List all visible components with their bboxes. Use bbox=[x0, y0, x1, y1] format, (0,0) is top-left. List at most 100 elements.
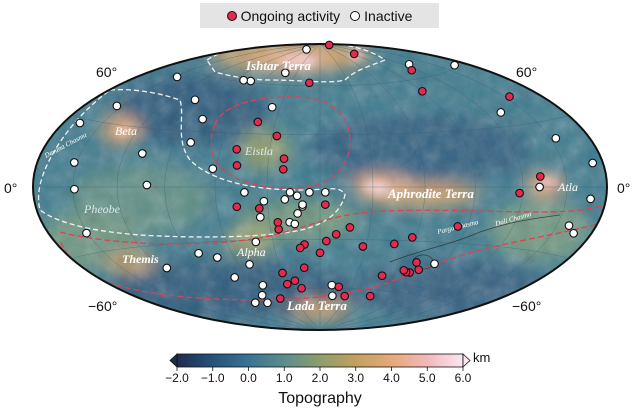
ongoing-marker bbox=[254, 204, 264, 213]
graticule-meridian bbox=[319, 44, 568, 330]
label-themis: Themis bbox=[122, 252, 159, 266]
ishtar-outline bbox=[206, 44, 387, 83]
inactive-marker-icon bbox=[350, 10, 361, 21]
ongoing-marker bbox=[345, 223, 355, 232]
graticule-meridian bbox=[116, 44, 321, 330]
inactive-marker bbox=[230, 273, 240, 282]
graticule-meridian bbox=[319, 44, 374, 330]
inactive-marker bbox=[535, 182, 544, 192]
ongoing-marker bbox=[399, 265, 409, 275]
inactive-marker bbox=[245, 260, 254, 269]
ongoing-marker bbox=[299, 263, 309, 273]
legend: Ongoing activity Inactive bbox=[200, 3, 439, 28]
ongoing-marker bbox=[290, 276, 300, 286]
ongoing-marker bbox=[321, 236, 331, 246]
inactive-marker bbox=[112, 101, 122, 111]
graticule-meridian bbox=[319, 44, 476, 330]
ongoing-marker bbox=[274, 224, 284, 234]
inactive-marker bbox=[263, 298, 272, 308]
inactive-marker bbox=[137, 149, 147, 158]
ongoing-marker bbox=[282, 279, 292, 289]
inactive-marker bbox=[250, 298, 260, 308]
legend-inactive-label: Inactive bbox=[364, 7, 413, 24]
inactive-marker bbox=[142, 180, 152, 190]
colorbar-tick-label: 2.0 bbox=[311, 371, 329, 385]
inactive-marker bbox=[292, 191, 302, 201]
colorbar-tick-label: 4.0 bbox=[383, 371, 400, 385]
colorbar-tick-label: −2.0 bbox=[165, 371, 189, 385]
colorbar-unit: km bbox=[473, 350, 491, 365]
inactive-marker bbox=[212, 253, 222, 262]
inactive-marker bbox=[82, 228, 91, 238]
inactive-marker bbox=[75, 118, 85, 128]
ongoing-marker bbox=[232, 161, 242, 170]
inactive-marker bbox=[327, 280, 337, 290]
ongoing-marker bbox=[232, 144, 242, 154]
western-inactive-outline bbox=[37, 89, 346, 238]
inactive-marker bbox=[586, 194, 595, 204]
graticule-meridian bbox=[266, 44, 321, 330]
ongoing-marker bbox=[340, 291, 350, 301]
inactive-marker bbox=[302, 45, 311, 54]
ongoing-marker bbox=[320, 200, 330, 209]
label-eistla: Eistla bbox=[244, 144, 273, 158]
inactive-marker bbox=[69, 158, 79, 167]
colorbar-low-arrow bbox=[169, 353, 178, 368]
inactive-marker bbox=[293, 209, 302, 218]
ongoing-marker bbox=[278, 164, 288, 174]
colorbar-tick-label: −1.0 bbox=[200, 371, 225, 385]
inactive-marker bbox=[251, 237, 261, 247]
ongoing-marker bbox=[365, 291, 375, 301]
inactive-marker bbox=[259, 196, 269, 206]
graticule-meridian bbox=[214, 44, 321, 330]
colorbar-tick-label: 3.0 bbox=[347, 371, 365, 385]
ongoing-marker bbox=[515, 188, 524, 198]
inactive-marker bbox=[257, 290, 267, 300]
colorbar-title: Topography bbox=[278, 390, 362, 407]
ongoing-marker bbox=[414, 265, 424, 275]
ongoing-marker bbox=[273, 217, 283, 227]
label-ishtar: Ishtar Terra bbox=[245, 58, 311, 73]
colorbar-tick-marks bbox=[176, 367, 464, 371]
chasma-line bbox=[389, 214, 561, 263]
ongoing-marker bbox=[324, 40, 334, 50]
colorbar-tick-label: 0.0 bbox=[240, 371, 257, 385]
label-lada: Lada Terra bbox=[286, 298, 347, 313]
inactive-marker bbox=[267, 102, 277, 112]
label-pheobe: Pheobe bbox=[83, 202, 121, 216]
ongoing-marker bbox=[358, 242, 368, 251]
ongoing-marker bbox=[304, 78, 314, 88]
lat-label-60n-left: 60° bbox=[96, 64, 118, 80]
ongoing-marker bbox=[272, 131, 282, 141]
inactive-marker bbox=[239, 75, 248, 85]
inactive-marker bbox=[285, 187, 295, 197]
graticule-meridian bbox=[164, 44, 321, 330]
inactive-marker bbox=[305, 187, 314, 197]
graticule bbox=[33, 44, 607, 330]
colorbar-tick-label: 1.0 bbox=[275, 371, 293, 385]
inactive-marker bbox=[328, 291, 337, 301]
inactive-marker bbox=[564, 221, 574, 230]
lat-label-60s-left: −60° bbox=[88, 298, 118, 314]
ongoing-marker bbox=[377, 271, 387, 281]
label-atla: Atla bbox=[557, 180, 578, 194]
inactive-marker bbox=[194, 248, 203, 258]
colorbar-tick-label: 5.0 bbox=[418, 371, 436, 385]
legend-ongoing-label: Ongoing activity bbox=[240, 7, 341, 24]
ongoing-marker bbox=[279, 154, 289, 164]
ongoing-marker bbox=[275, 294, 285, 303]
lat-label-0-right: 0° bbox=[617, 180, 631, 196]
ongoing-marker bbox=[295, 243, 305, 253]
inactive-marker bbox=[496, 108, 506, 117]
ongoing-marker bbox=[389, 239, 399, 249]
inactive-marker bbox=[258, 280, 268, 290]
label-beta: Beta bbox=[115, 124, 137, 138]
ongoing-marker bbox=[453, 222, 463, 231]
inactive-marker bbox=[551, 133, 561, 143]
inactive-marker bbox=[280, 68, 290, 78]
inactive-marker bbox=[320, 187, 330, 197]
ongoing-marker bbox=[334, 282, 344, 292]
ongoing-marker bbox=[349, 49, 359, 59]
